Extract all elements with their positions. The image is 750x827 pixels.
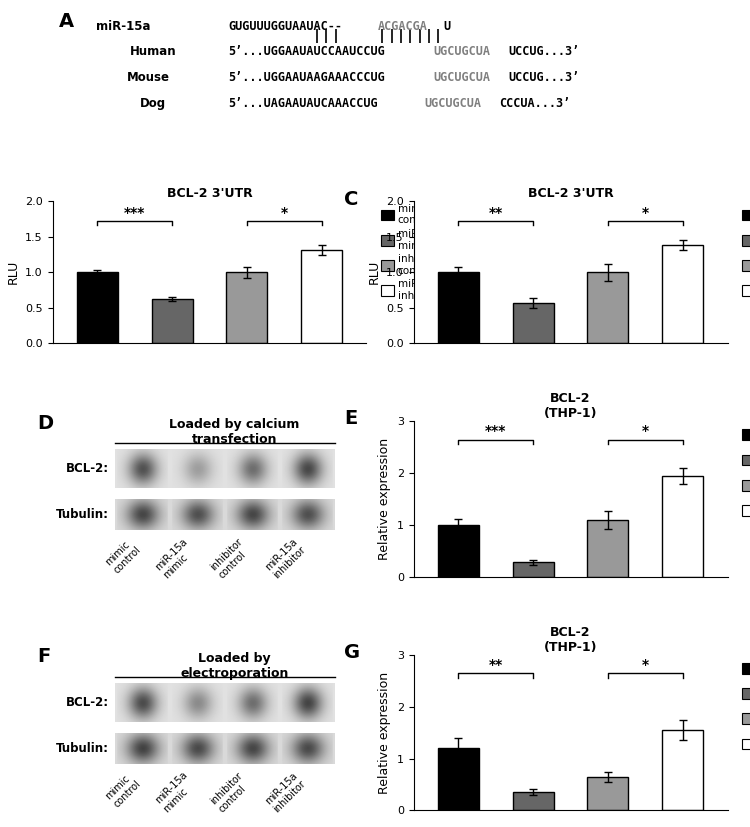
Bar [587,520,628,577]
Text: UCCUG...3’: UCCUG...3’ [509,45,580,58]
Y-axis label: RLU: RLU [7,261,20,284]
Text: miR-15a
inhibitor: miR-15a inhibitor [263,770,308,814]
Legend: mimic
control, miR-15a
mimic, inhibitor
control, miR-15a
inhibitor: mimic control, miR-15a mimic, inhibitor … [742,657,750,754]
Text: Human: Human [130,45,177,58]
Text: inhibitor
control: inhibitor control [209,770,253,814]
Text: UCCUG...3’: UCCUG...3’ [509,71,580,84]
Text: D: D [37,414,53,433]
Legend: mimic
control, miR-15a
mimic, inhibitor
control, miR-15a
inhibitor: mimic control, miR-15a mimic, inhibitor … [742,203,750,301]
Bar [152,299,193,343]
Text: mimic
control: mimic control [104,770,142,809]
Bar [512,303,554,343]
Text: Tubulin:: Tubulin: [56,508,109,521]
Text: BCL-2:: BCL-2: [66,462,109,476]
Text: UGCUGCUA: UGCUGCUA [433,71,490,84]
Bar [226,272,268,343]
Text: Mouse: Mouse [127,71,170,84]
Title: BCL-2 3'UTR: BCL-2 3'UTR [166,187,252,200]
Text: A: A [59,12,74,31]
Text: *: * [642,657,649,672]
Text: Dog: Dog [140,97,166,110]
Text: *: * [642,206,649,220]
Bar [438,525,479,577]
Text: G: G [344,643,361,662]
Bar [662,246,704,343]
Bar [662,476,704,577]
Legend: mimic
control, miR-15a
mimic, inhibitor
control, miR-15a
inhibitor: mimic control, miR-15a mimic, inhibitor … [742,423,750,521]
Title: BCL-2
(THP-1): BCL-2 (THP-1) [544,392,597,420]
Bar [512,792,554,810]
Text: CCCUA...3’: CCCUA...3’ [499,97,570,110]
Bar [301,250,342,343]
Text: UGCUGCUA: UGCUGCUA [433,45,490,58]
Text: F: F [37,648,50,667]
Text: UGCUGCUA: UGCUGCUA [424,97,482,110]
Text: *: * [280,206,288,220]
Text: mimic
control: mimic control [104,537,142,576]
Text: miR-15a
inhibitor: miR-15a inhibitor [263,537,308,581]
Text: U: U [443,20,450,33]
Text: **: ** [489,206,503,220]
Bar [662,730,704,810]
Bar [438,748,479,810]
Text: ***: *** [124,206,146,220]
Text: **: ** [489,657,503,672]
Text: miR-15a: miR-15a [96,20,151,33]
Bar [512,562,554,577]
Text: miR-15a
mimic: miR-15a mimic [154,770,198,814]
Y-axis label: Relative expression: Relative expression [378,672,392,794]
Text: *: * [642,424,649,438]
Text: inhibitor
control: inhibitor control [209,537,253,581]
Text: Loaded by calcium
transfection: Loaded by calcium transfection [170,418,300,447]
Text: Tubulin:: Tubulin: [56,742,109,755]
Text: 5’...UGGAAUAUCCAAUCCUG: 5’...UGGAAUAUCCAAUCCUG [228,45,385,58]
Title: BCL-2
(THP-1): BCL-2 (THP-1) [544,626,597,654]
Bar [587,777,628,810]
Text: Loaded by
electroporation: Loaded by electroporation [181,652,289,680]
Text: BCL-2:: BCL-2: [66,696,109,709]
Bar [116,449,335,488]
Text: 5’...UAGAAUAUCAAACCUG: 5’...UAGAAUAUCAAACCUG [228,97,377,110]
Bar [76,272,118,343]
Bar [438,272,479,343]
Bar [116,500,335,530]
Bar [116,733,335,764]
Bar [116,683,335,722]
Text: ***: *** [485,424,506,438]
Text: E: E [344,409,358,428]
Text: ACGACGA: ACGACGA [377,20,427,33]
Text: miR-15a
mimic: miR-15a mimic [154,537,198,581]
Title: BCL-2 3'UTR: BCL-2 3'UTR [528,187,614,200]
Y-axis label: Relative expression: Relative expression [378,438,392,560]
Y-axis label: RLU: RLU [368,261,380,284]
Text: C: C [344,190,358,209]
Text: GUGUUUGGUAAUAC--: GUGUUUGGUAAUAC-- [228,20,342,33]
Legend: mimic
control, miR-15a
mimic, inhibitor
control, miR-15a
inhibitor: mimic control, miR-15a mimic, inhibitor … [381,203,442,301]
Bar [587,272,628,343]
Text: 5’...UGGAAUAAGAAACCCUG: 5’...UGGAAUAAGAAACCCUG [228,71,385,84]
